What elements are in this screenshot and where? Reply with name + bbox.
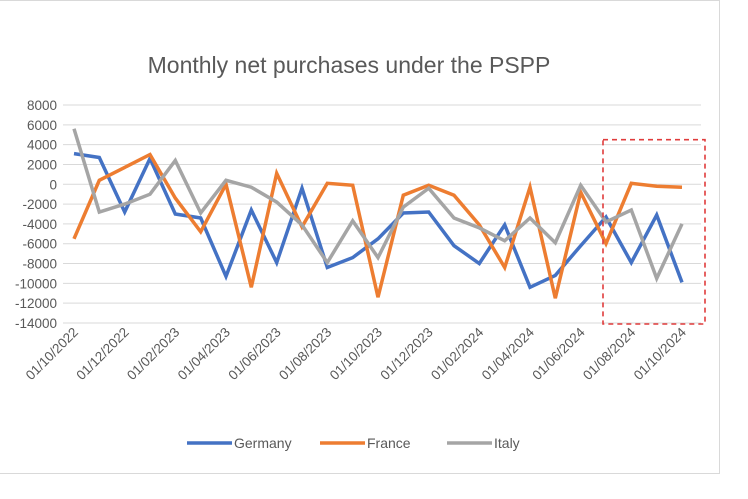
y-tick-label: 0	[49, 177, 57, 192]
legend-item-germany: Germany	[187, 435, 292, 451]
highlight-box	[603, 140, 705, 324]
x-tick-label: 01/02/2024	[428, 324, 487, 383]
y-tick-label: -4000	[22, 217, 57, 232]
x-tick-label: 01/04/2024	[479, 324, 538, 383]
y-tick-label: 8000	[27, 98, 57, 113]
series-lines	[74, 129, 682, 298]
legend-item-italy: Italy	[447, 435, 520, 451]
y-tick-label: -8000	[22, 257, 57, 272]
y-tick-label: -2000	[22, 197, 57, 212]
x-tick-label: 01/06/2024	[529, 324, 588, 383]
y-tick-label: 6000	[27, 118, 57, 133]
legend-label: Italy	[494, 435, 520, 451]
y-tick-label: 2000	[27, 157, 57, 172]
y-tick-label: -10000	[15, 276, 57, 291]
legend-label: Germany	[234, 435, 292, 451]
x-tick-label: 01/08/2024	[580, 324, 639, 383]
x-tick-label: 01/02/2023	[124, 325, 182, 383]
legend-label: France	[367, 435, 411, 451]
y-tick-label: -14000	[15, 316, 57, 331]
x-tick-label: 01/08/2023	[276, 325, 334, 383]
chart-frame: Monthly net purchases under the PSPP 800…	[0, 0, 720, 474]
x-tick-label: 01/06/2023	[225, 325, 283, 383]
x-tick-label: 01/10/2022	[23, 325, 81, 383]
x-tick-label: 01/04/2023	[175, 325, 233, 383]
x-tick-label: 01/10/2024	[631, 324, 690, 383]
x-tick-label: 01/12/2023	[377, 325, 435, 383]
gridlines	[63, 105, 701, 323]
chart-title: Monthly net purchases under the PSPP	[148, 52, 551, 78]
legend-item-france: France	[320, 435, 411, 451]
y-tick-label: -12000	[15, 296, 57, 311]
y-tick-label: 4000	[27, 138, 57, 153]
highlight-rectangle	[603, 140, 705, 324]
y-axis-ticks: 8000 6000 4000 2000 0 -2000 -4000 -6000 -8000 -10…	[15, 98, 57, 331]
x-tick-label: 01/12/2022	[73, 325, 131, 383]
legend: Germany France Italy	[187, 435, 520, 451]
y-tick-label: -6000	[22, 237, 57, 252]
x-axis-ticks: 01/10/202201/12/202201/02/202301/04/2023…	[23, 324, 690, 383]
x-tick-label: 01/10/2023	[327, 325, 385, 383]
